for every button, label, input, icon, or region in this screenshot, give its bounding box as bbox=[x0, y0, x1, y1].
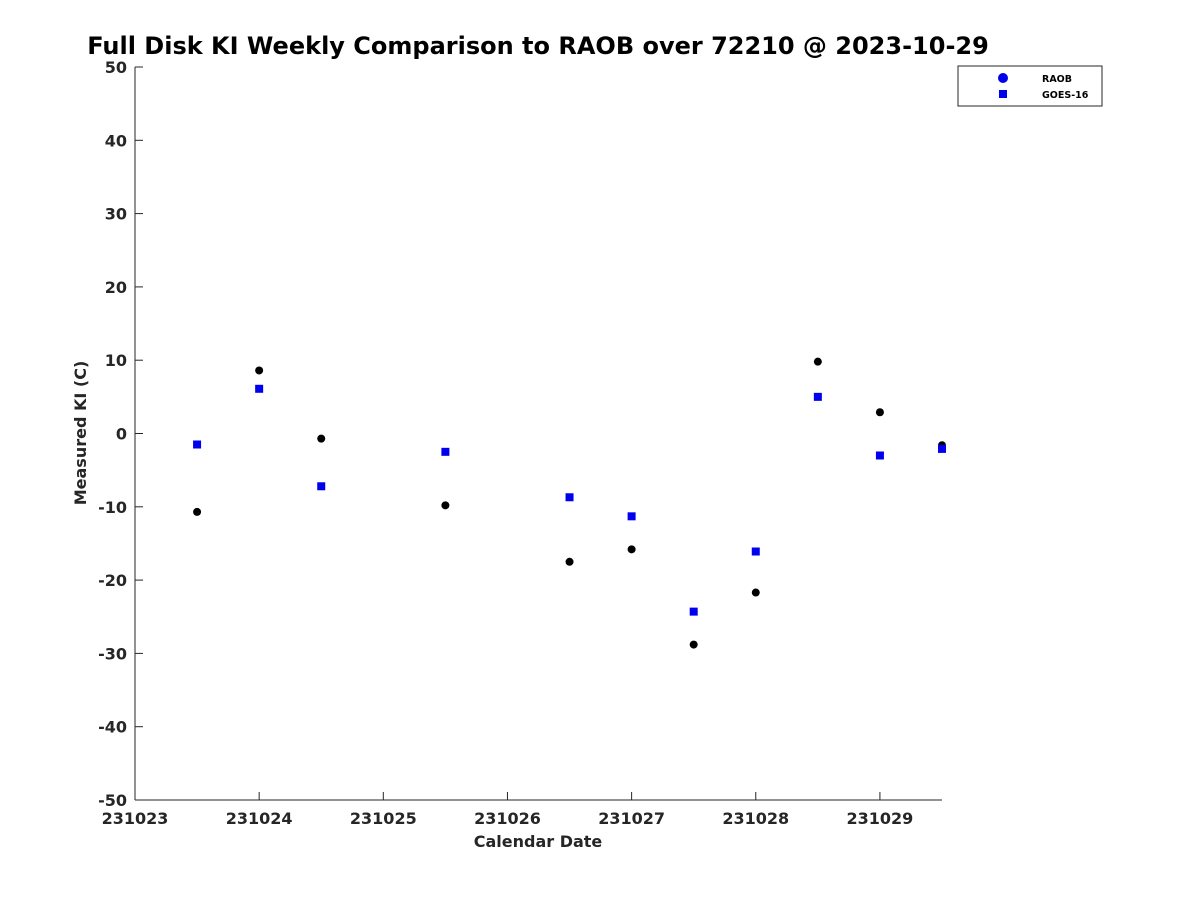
goes-16-point bbox=[627, 512, 636, 521]
y-tick-label: -10 bbox=[98, 498, 127, 517]
goes-16-point bbox=[689, 607, 698, 616]
raob-point bbox=[875, 408, 884, 417]
legend-box bbox=[957, 65, 1103, 107]
x-tick-label: 231027 bbox=[598, 809, 665, 828]
y-tick-label: -50 bbox=[98, 791, 127, 810]
raob-point bbox=[317, 434, 326, 443]
x-axis-ticks: 231023 231024 231025 231026 231027 231028 2310… bbox=[102, 792, 914, 828]
y-tick-label: -30 bbox=[98, 644, 127, 663]
legend-label-goes-16: GOES-16 bbox=[1042, 90, 1089, 101]
x-tick-label: 231028 bbox=[722, 809, 789, 828]
legend-marker-raob bbox=[998, 73, 1008, 83]
goes-16-point bbox=[751, 547, 760, 556]
raob-point bbox=[627, 545, 636, 554]
goes-16-point bbox=[441, 447, 450, 456]
data-points bbox=[193, 357, 946, 649]
y-tick-label: 50 bbox=[105, 58, 127, 77]
goes-16-point bbox=[255, 384, 264, 393]
raob-point bbox=[193, 507, 202, 516]
x-axis-label: Calendar Date bbox=[474, 832, 603, 851]
x-tick-label: 231026 bbox=[474, 809, 541, 828]
y-tick-label: -20 bbox=[98, 571, 127, 590]
y-tick-label: 20 bbox=[105, 278, 127, 297]
goes-16-point bbox=[565, 493, 574, 502]
plot-axes bbox=[134, 67, 942, 801]
goes-16-point bbox=[193, 440, 202, 449]
raob-point bbox=[565, 557, 574, 566]
raob-point bbox=[813, 357, 822, 366]
y-tick-label: 0 bbox=[116, 425, 127, 444]
y-axis-label: Measured KI (C) bbox=[71, 361, 90, 506]
legend-marker-goes-16 bbox=[999, 90, 1007, 98]
x-tick-label: 231024 bbox=[226, 809, 293, 828]
x-tick-label: 231023 bbox=[102, 809, 169, 828]
goes-16-point bbox=[938, 444, 946, 453]
goes-16-point bbox=[317, 482, 326, 491]
raob-point bbox=[441, 501, 450, 510]
chart-title: Full Disk KI Weekly Comparison to RAOB o… bbox=[87, 32, 989, 60]
y-tick-label: 30 bbox=[105, 205, 127, 224]
legend-label-raob: RAOB bbox=[1042, 74, 1072, 85]
x-tick-label: 231025 bbox=[350, 809, 417, 828]
y-tick-label: 10 bbox=[105, 351, 127, 370]
raob-point bbox=[751, 588, 760, 597]
y-tick-label: -40 bbox=[98, 718, 127, 737]
goes-16-point bbox=[813, 392, 822, 401]
legend: RAOB GOES-16 bbox=[957, 65, 1103, 107]
raob-point bbox=[255, 366, 264, 375]
goes-16-point bbox=[875, 451, 884, 460]
y-axis-ticks: -50 -40 -30 -20 -10 0 10 20 30 40 50 bbox=[98, 58, 143, 810]
y-tick-label: 40 bbox=[105, 131, 127, 150]
raob-point bbox=[689, 640, 698, 649]
x-tick-label: 231029 bbox=[847, 809, 914, 828]
